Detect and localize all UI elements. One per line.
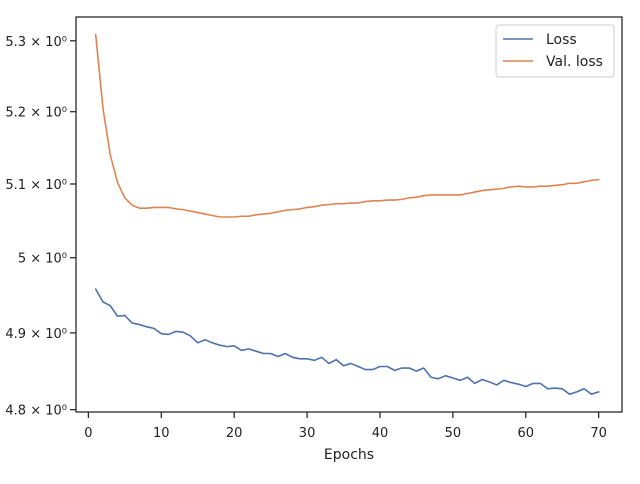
legend-label-loss: Loss (546, 32, 577, 48)
legend-box (495, 24, 615, 78)
x-tick-label: 10 (153, 426, 170, 441)
y-tick-label: 5.3 × 10⁰ (5, 35, 67, 50)
x-tick-label: 30 (299, 426, 316, 441)
x-tick-label: 70 (590, 426, 607, 441)
x-tick-label: 20 (226, 426, 243, 441)
x-tick-label: 50 (445, 426, 462, 441)
series-line-val-loss (94, 33, 600, 218)
y-axis: 4.8 × 10⁰ 4.9 × 10⁰ 5 × 10⁰ 5.1 × 10⁰ 5.2 × … (5, 35, 76, 419)
y-tick-label: 4.9 × 10⁰ (5, 327, 67, 342)
y-tick-label: 4.8 × 10⁰ (5, 404, 67, 419)
plot-frame (75, 16, 623, 413)
legend: Loss Val. loss (495, 24, 615, 78)
x-tick-label: 0 (84, 426, 92, 441)
series-layer (94, 33, 600, 395)
x-tick-label: 40 (372, 426, 389, 441)
y-tick-label: 5.2 × 10⁰ (5, 106, 67, 121)
x-axis: 0 10 20 30 40 50 60 70 (84, 412, 607, 441)
series-line-loss (94, 288, 600, 395)
y-tick-label: 5.1 × 10⁰ (5, 178, 67, 193)
y-tick-label: 5 × 10⁰ (18, 252, 67, 267)
legend-label-val-loss: Val. loss (546, 54, 603, 70)
x-tick-label: 60 (518, 426, 535, 441)
x-axis-label: Epochs (324, 447, 374, 463)
